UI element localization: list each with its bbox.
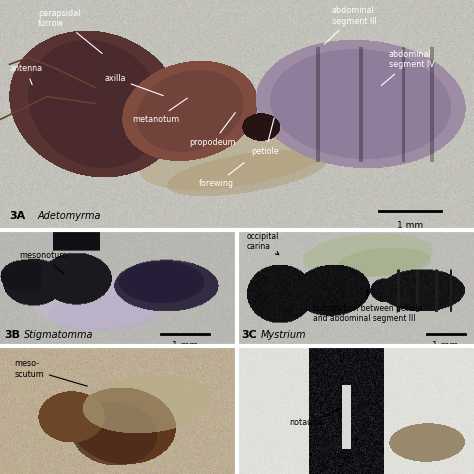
Text: notaulus: notaulus (289, 409, 340, 427)
Text: 1 mm: 1 mm (172, 341, 198, 350)
Text: abdominal
segment IV: abdominal segment IV (381, 50, 434, 85)
Text: constriction between petiole
and abdominal segment III: constriction between petiole and abdomin… (313, 290, 422, 323)
Text: petiole: petiole (252, 118, 279, 156)
Text: occipital
carina: occipital carina (246, 232, 279, 255)
Text: Adetomyrma: Adetomyrma (38, 211, 101, 221)
Text: parapsidal
furrow: parapsidal furrow (38, 9, 102, 54)
Text: 3A: 3A (9, 211, 26, 221)
Text: propodeum: propodeum (190, 112, 236, 147)
Text: 1 mm: 1 mm (432, 341, 459, 350)
Text: forewing: forewing (199, 163, 244, 188)
Text: Stigmatomma: Stigmatomma (24, 330, 93, 340)
Text: abdominal
segment III: abdominal segment III (324, 6, 376, 44)
Text: meso-
scutum: meso- scutum (14, 359, 87, 386)
Text: 1 mm: 1 mm (397, 221, 423, 230)
Text: 3C: 3C (242, 330, 257, 340)
Text: axilla: axilla (104, 73, 163, 96)
Text: 3B: 3B (5, 330, 21, 340)
Text: metanotum: metanotum (133, 98, 187, 124)
Text: antenna: antenna (9, 64, 43, 85)
Text: Mystrium: Mystrium (261, 330, 306, 340)
Text: mesonotum: mesonotum (19, 251, 67, 274)
